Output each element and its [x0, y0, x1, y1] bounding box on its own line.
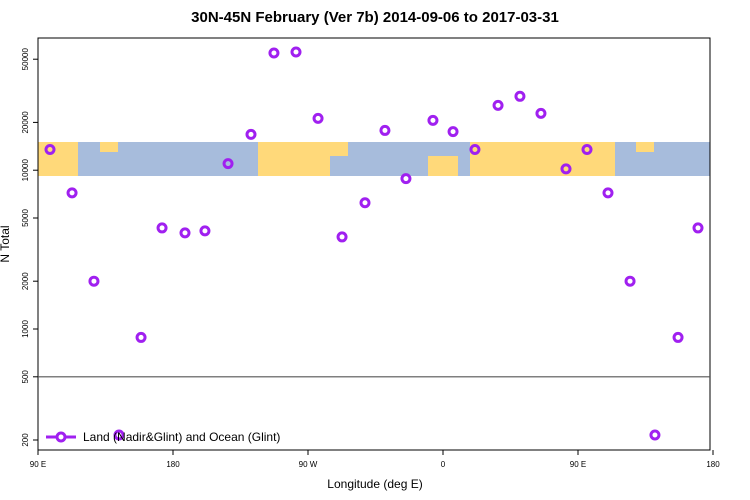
x-tick-label: 0 — [441, 460, 446, 469]
y-axis-label: N Total — [0, 225, 12, 262]
point — [179, 227, 191, 239]
y-tick-label: 500 — [21, 370, 30, 384]
y-tick-label: 20000 — [21, 111, 30, 134]
point — [359, 197, 371, 209]
legend-label: Land (Nadir&Glint) and Ocean (Glint) — [83, 430, 280, 444]
legend-marker — [55, 431, 67, 443]
y-tick-label: 200 — [21, 433, 30, 447]
plot-frame — [37, 37, 711, 451]
y-tick-label: 10000 — [21, 159, 30, 182]
x-tick-label: 90 W — [299, 460, 318, 469]
point — [560, 163, 572, 175]
point — [113, 429, 125, 441]
point — [44, 144, 56, 156]
point — [535, 107, 547, 119]
point — [692, 222, 704, 234]
y-tick-label: 2000 — [21, 272, 30, 290]
point — [290, 46, 302, 58]
point — [222, 158, 234, 170]
point — [447, 126, 459, 138]
point — [199, 225, 211, 237]
point — [156, 222, 168, 234]
x-tick-label: 90 E — [30, 460, 46, 469]
point — [514, 90, 526, 102]
chart-title: 30N-45N February (Ver 7b) 2014-09-06 to … — [191, 9, 559, 26]
y-tick-label: 1000 — [21, 320, 30, 338]
point — [427, 114, 439, 126]
point — [336, 231, 348, 243]
point — [66, 187, 78, 199]
map-band — [38, 142, 710, 176]
point — [624, 275, 636, 287]
x-tick-label: 90 E — [570, 460, 586, 469]
point — [88, 275, 100, 287]
point — [245, 128, 257, 140]
x-axis-label: Longitude (deg E) — [327, 477, 422, 491]
y-tick-label: 5000 — [21, 209, 30, 227]
point — [400, 173, 412, 185]
x-tick-label: 180 — [166, 460, 180, 469]
point — [649, 429, 661, 441]
x-tick-label: 180 — [706, 460, 720, 469]
point — [672, 331, 684, 343]
point — [492, 99, 504, 111]
y-tick-label: 50000 — [21, 48, 30, 71]
point — [379, 124, 391, 136]
point — [581, 144, 593, 156]
point — [602, 187, 614, 199]
point — [135, 331, 147, 343]
point — [268, 47, 280, 59]
point — [312, 112, 324, 124]
point — [469, 144, 481, 156]
